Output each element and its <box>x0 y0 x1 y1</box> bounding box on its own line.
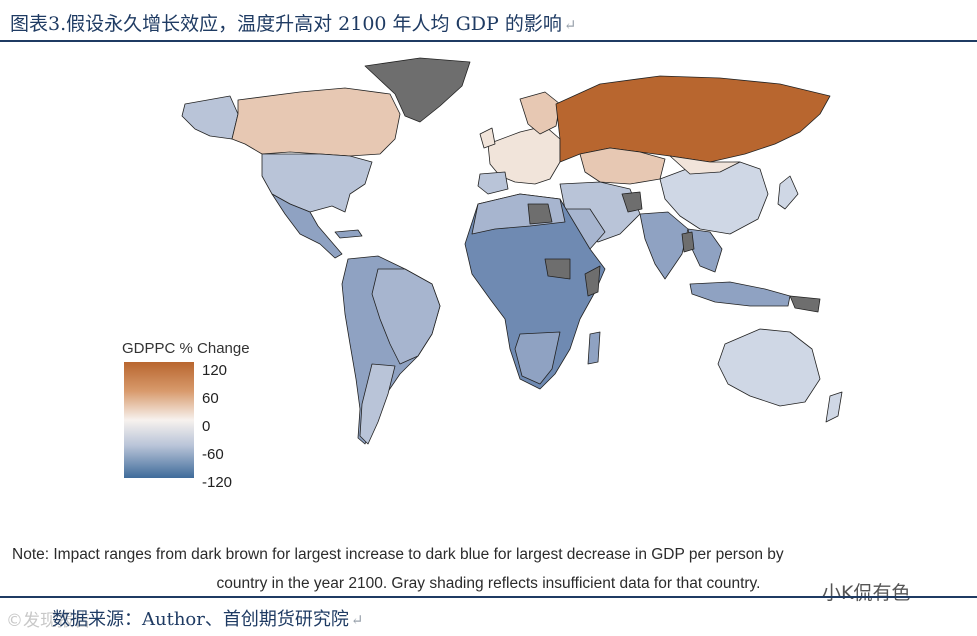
region-canada <box>231 87 401 157</box>
region-libya <box>527 203 553 225</box>
region-mexico <box>271 193 343 259</box>
note-line-1: Note: Impact ranges from dark brown for … <box>12 546 784 563</box>
world-map: GDPPC % Change 120 60 0 -60 -120 <box>0 44 977 534</box>
region-central-africa <box>544 258 571 280</box>
legend-title: GDPPC % Change <box>122 340 250 357</box>
legend-tick-60: 60 <box>202 390 219 407</box>
source-bar: ©发现报告 数据来源：Author、首创期货研究院 ↵ <box>0 596 977 636</box>
region-new-zealand <box>825 391 843 423</box>
region-madagascar <box>587 331 601 365</box>
source-text: 数据来源：Author、首创期货研究院 ↵ <box>52 605 363 631</box>
region-png <box>789 295 821 313</box>
region-scandinavia <box>519 91 561 135</box>
world-map-svg <box>181 57 843 445</box>
region-somalia <box>584 265 601 297</box>
legend-tick-minus-60: -60 <box>202 446 224 463</box>
legend-tick-120: 120 <box>202 362 228 379</box>
region-uk <box>479 127 496 149</box>
region-cuba <box>334 229 363 239</box>
legend-color-bar <box>124 362 194 478</box>
region-argentina <box>359 363 396 445</box>
figure-title: 图表3.假设永久增长效应，温度升高对 2100 年人均 GDP 的影响 ↵ <box>10 9 576 36</box>
note: Note: Impact ranges from dark brown for … <box>0 540 977 598</box>
region-australia <box>717 328 821 407</box>
region-se-asia <box>687 228 723 273</box>
region-alaska <box>181 95 239 140</box>
region-japan <box>777 175 799 210</box>
region-russia <box>555 75 831 163</box>
watermark-left: ©发现报告 <box>6 611 91 631</box>
figure-title-text: 图表3.假设永久增长效应，温度升高对 2100 年人均 GDP 的影响 <box>10 13 562 35</box>
title-bar: 图表3.假设永久增长效应，温度升高对 2100 年人均 GDP 的影响 ↵ <box>0 0 977 42</box>
note-line-2: country in the year 2100. Gray shading r… <box>216 575 761 592</box>
region-afghanistan <box>621 191 643 213</box>
region-brazil <box>371 268 441 365</box>
legend-tick-0: 0 <box>202 418 211 435</box>
region-southern-africa <box>514 331 561 385</box>
region-mongolia <box>669 155 741 175</box>
region-india <box>639 211 689 280</box>
watermark-right: 小K侃有色 <box>818 578 915 605</box>
legend: GDPPC % Change 120 60 0 -60 -120 <box>122 340 282 491</box>
region-iberia <box>477 171 509 195</box>
legend-tick-minus-120: -120 <box>202 474 233 491</box>
region-africa <box>464 193 606 390</box>
region-myanmar <box>681 231 695 253</box>
return-mark-icon: ↵ <box>563 16 577 34</box>
region-indonesia <box>689 281 791 307</box>
source-label: 数据来源：Author、首创期货研究院 <box>52 609 349 630</box>
source-return-mark-icon: ↵ <box>350 611 364 629</box>
region-greenland <box>364 57 471 123</box>
